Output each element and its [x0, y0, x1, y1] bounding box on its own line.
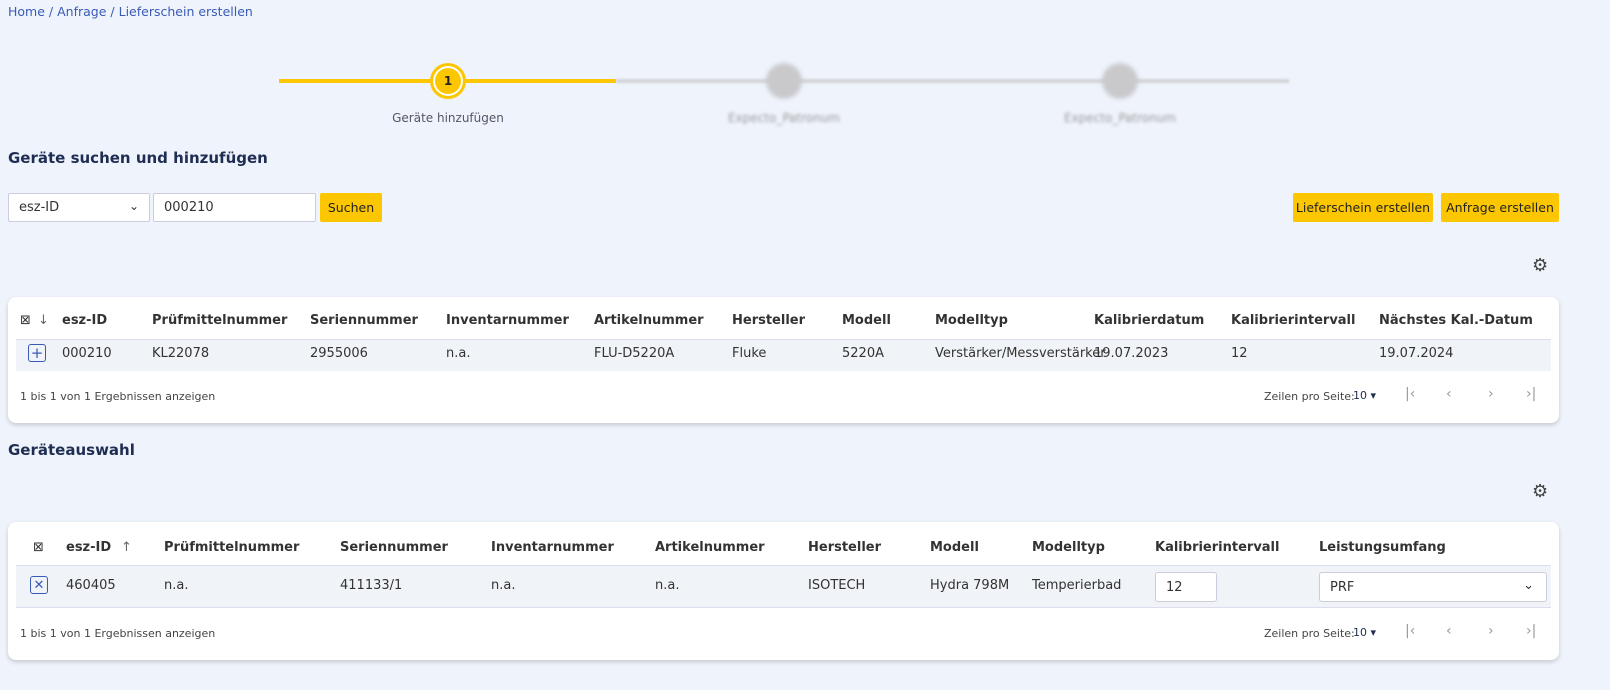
table-cell: n.a.	[446, 346, 471, 361]
table-cell: n.a.	[491, 578, 516, 593]
table-cell: Fluke	[732, 346, 767, 361]
sort-asc-icon[interactable]: ↑	[121, 540, 132, 555]
next-page-icon[interactable]: ›	[1488, 623, 1494, 639]
column-header: Artikelnummer	[594, 313, 704, 328]
column-header: Prüfmittelnummer	[152, 313, 288, 328]
rows-per-page-value: 10	[1353, 389, 1367, 402]
search-button[interactable]: Suchen	[320, 193, 382, 222]
table-row	[16, 565, 1551, 608]
breadcrumb: Home / Anfrage / Lieferschein erstellen	[8, 4, 253, 19]
select-value: esz-ID	[19, 200, 60, 215]
table-row	[16, 339, 1551, 371]
selection-title: Geräteauswahl	[8, 441, 135, 459]
table-cell: 460405	[66, 578, 116, 593]
remove-icon[interactable]: ✕	[30, 576, 48, 594]
last-page-icon[interactable]: ›|	[1526, 623, 1537, 639]
table-cell: 411133/1	[340, 578, 403, 593]
gear-icon[interactable]: ⚙	[1532, 481, 1549, 502]
last-page-icon[interactable]: ›|	[1526, 386, 1537, 402]
rows-per-page-label: Zeilen pro Seite:	[1264, 390, 1355, 403]
selection-summary: 1 bis 1 von 1 Ergebnissen anzeigen	[20, 627, 216, 640]
search-input[interactable]: 000210	[153, 193, 316, 222]
table-cell: 000210	[62, 346, 112, 361]
sort-desc-icon[interactable]: ↓	[38, 313, 49, 328]
column-header: Inventarnummer	[446, 313, 569, 328]
first-page-icon[interactable]: |‹	[1405, 623, 1416, 639]
prev-page-icon[interactable]: ‹	[1446, 386, 1452, 402]
rows-per-page-select[interactable]: 10 ▾	[1353, 626, 1376, 639]
column-header: Leistungsumfang	[1319, 540, 1446, 555]
results-summary: 1 bis 1 von 1 Ergebnissen anzeigen	[20, 390, 216, 403]
table-cell: Verstärker/Messverstärker	[935, 346, 1106, 361]
gear-icon[interactable]: ⚙	[1532, 255, 1549, 276]
table-cell: Hydra 798M	[930, 578, 1010, 593]
rows-per-page-value: 10	[1353, 626, 1367, 639]
table-cell: n.a.	[164, 578, 189, 593]
caret-down-icon: ▾	[1370, 626, 1377, 639]
column-header: Kalibrierintervall	[1155, 540, 1280, 555]
calibration-interval-input[interactable]: 12	[1155, 572, 1217, 602]
create-delivery-note-button[interactable]: Lieferschein erstellen	[1293, 193, 1433, 222]
column-header: Kalibrierintervall	[1231, 313, 1356, 328]
chevron-down-icon: ⌄	[1523, 578, 1534, 593]
breadcrumb-separator: /	[48, 4, 54, 19]
column-header: Nächstes Kal.-Datum	[1379, 313, 1533, 328]
column-header: Seriennummer	[310, 313, 418, 328]
create-request-button[interactable]: Anfrage erstellen	[1441, 193, 1559, 222]
step-2-label: Expecto_Patronum	[728, 111, 840, 125]
select-all-icon[interactable]: ⊠	[20, 313, 31, 328]
scope-select[interactable]: PRF ⌄	[1319, 572, 1547, 602]
step-3-circle	[1102, 63, 1138, 99]
table-cell: Temperierbad	[1032, 578, 1122, 593]
table-cell: n.a.	[655, 578, 680, 593]
step-1-label: Geräte hinzufügen	[392, 111, 504, 125]
column-header: Artikelnummer	[655, 540, 765, 555]
table-cell: 5220A	[842, 346, 884, 361]
step-3-label: Expecto_Patronum	[1064, 111, 1176, 125]
step-2-circle	[766, 63, 802, 99]
caret-down-icon: ▾	[1370, 389, 1377, 402]
column-header: esz-ID	[66, 540, 112, 555]
table-cell: FLU-D5220A	[594, 346, 675, 361]
column-header: Seriennummer	[340, 540, 448, 555]
table-cell: ISOTECH	[808, 578, 866, 593]
column-header: esz-ID	[62, 313, 108, 328]
column-header: Modell	[930, 540, 979, 555]
scope-value: PRF	[1330, 580, 1355, 595]
rows-per-page-select[interactable]: 10 ▾	[1353, 389, 1376, 402]
search-title: Geräte suchen und hinzufügen	[8, 149, 268, 167]
step-1-circle[interactable]: 1	[430, 63, 466, 99]
first-page-icon[interactable]: |‹	[1405, 386, 1416, 402]
column-header: Modell	[842, 313, 891, 328]
column-header: Hersteller	[808, 540, 882, 555]
column-header: Kalibrierdatum	[1094, 313, 1205, 328]
breadcrumb-home[interactable]: Home	[8, 4, 45, 19]
column-header: Modelltyp	[1032, 540, 1105, 555]
rows-per-page-label: Zeilen pro Seite:	[1264, 627, 1355, 640]
table-cell: 19.07.2024	[1379, 346, 1454, 361]
stepper-line-inactive	[616, 79, 1289, 83]
table-cell: 2955006	[310, 346, 368, 361]
select-all-icon[interactable]: ⊠	[33, 540, 44, 555]
search-field-select[interactable]: esz-ID ⌄	[8, 193, 150, 222]
column-header: Prüfmittelnummer	[164, 540, 300, 555]
column-header: Hersteller	[732, 313, 806, 328]
prev-page-icon[interactable]: ‹	[1446, 623, 1452, 639]
table-cell: KL22078	[152, 346, 210, 361]
breadcrumb-current: Lieferschein erstellen	[118, 4, 253, 19]
add-icon[interactable]: +	[28, 344, 46, 362]
column-header: Inventarnummer	[491, 540, 614, 555]
table-cell: 12	[1231, 346, 1248, 361]
chevron-down-icon: ⌄	[128, 199, 139, 213]
column-header: Modelltyp	[935, 313, 1008, 328]
breadcrumb-separator: /	[110, 4, 115, 19]
next-page-icon[interactable]: ›	[1488, 386, 1494, 402]
breadcrumb-anfrage[interactable]: Anfrage	[57, 4, 107, 19]
table-cell: 19.07.2023	[1094, 346, 1169, 361]
